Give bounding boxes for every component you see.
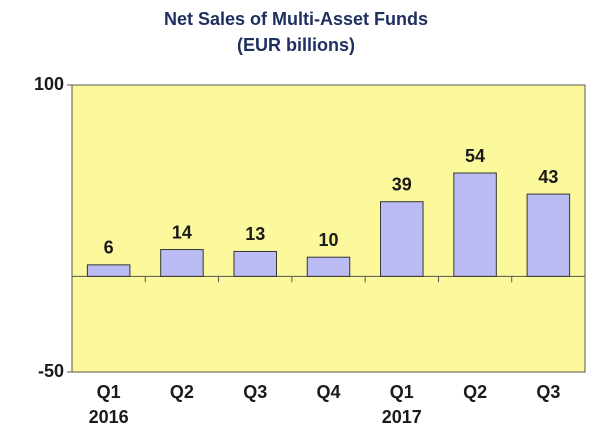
data-label: 6 [104, 238, 114, 258]
x-group-label: 2016 [89, 407, 129, 427]
x-tick-label: Q4 [316, 382, 340, 402]
bar [233, 250, 277, 277]
bar [160, 249, 204, 277]
bar [86, 264, 131, 277]
data-label: 13 [245, 224, 265, 244]
data-label: 10 [318, 230, 338, 250]
plot-area [71, 84, 586, 373]
data-label: 14 [172, 222, 192, 242]
x-tick-label: Q3 [243, 382, 267, 402]
y-tick-label: -50 [38, 361, 64, 381]
bar [453, 172, 497, 277]
data-label: 39 [392, 174, 412, 194]
x-group-label: 2017 [382, 407, 422, 427]
x-tick-label: Q2 [170, 382, 194, 402]
chart-title: Net Sales of Multi-Asset Funds [164, 9, 428, 29]
chart-subtitle: (EUR billions) [237, 35, 355, 55]
x-tick-label: Q3 [536, 382, 560, 402]
x-tick-label: Q1 [97, 382, 121, 402]
x-tick-label: Q1 [390, 382, 414, 402]
bar [306, 256, 351, 277]
data-label: 43 [538, 167, 558, 187]
x-tick-label: Q2 [463, 382, 487, 402]
bar [380, 201, 424, 277]
y-tick-label: 100 [34, 74, 64, 94]
data-label: 54 [465, 146, 485, 166]
bar [526, 193, 571, 277]
